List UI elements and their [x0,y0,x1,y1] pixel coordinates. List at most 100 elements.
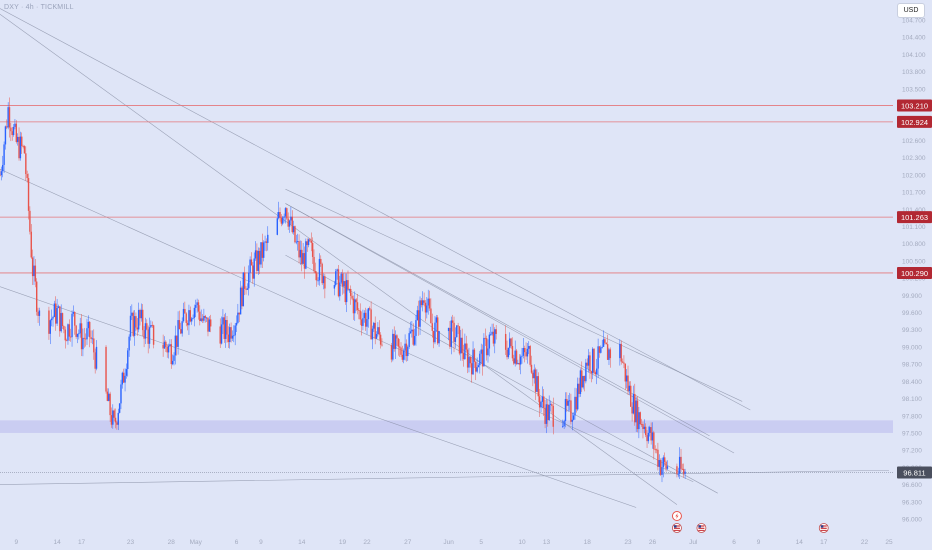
candle-body [597,346,599,369]
candle-body [0,174,1,176]
candle-body [666,466,669,469]
candle-body [540,401,542,408]
candle-body [292,226,295,233]
candle-body [241,287,243,307]
candle-body [473,349,476,362]
candle-body [511,345,514,359]
candle-body [219,326,221,344]
candle-body [450,320,452,347]
candle-body [585,362,587,382]
candle-body [76,333,79,337]
candle-body [582,375,584,388]
candle-body [184,308,186,314]
candle-body [201,318,204,321]
candle-body [586,362,588,366]
current-price-label: 96.811 [903,468,925,477]
candle-body [510,338,512,346]
candle-body [4,126,7,145]
candle-body [422,300,424,306]
candle-body [451,320,454,323]
time-tick-label: 22 [363,539,371,546]
time-tick-label: 18 [584,539,592,546]
time-tick-label: 17 [78,539,86,546]
candle-body [136,327,138,330]
candle-body [322,276,325,284]
candle-body [634,393,636,423]
candle-body [548,404,550,421]
candle-body [31,257,34,277]
candle-body [343,281,345,287]
candle-body [250,259,253,266]
candle-body [26,174,28,179]
candle-body [2,164,4,172]
candle-body [121,372,124,385]
candle-body [412,329,414,345]
candle-body [182,308,185,322]
price-tick-label: 98.700 [902,362,922,369]
candle-body [61,313,64,327]
candle-body [589,355,591,372]
candle-body [263,242,265,258]
candle-body [428,298,431,309]
time-tick-label: 14 [298,539,306,546]
candle-body [378,327,380,335]
candle-body [185,313,187,323]
candle-body [25,153,27,175]
candle-body [48,310,50,334]
candle-body [570,400,572,422]
time-tick-label: 23 [127,539,135,546]
price-tick-label: 99.300 [902,327,922,334]
candle-body [150,325,152,328]
currency-button[interactable]: USD [897,3,925,18]
us-flag-icon-stripe [673,525,680,527]
candle-body [265,241,268,243]
candle-body [199,311,201,321]
candle-body [87,321,90,329]
level-price-label: 100.290 [901,269,928,278]
horizontal-levels [0,105,893,473]
candle-body [635,400,637,423]
candle-body [14,123,16,127]
candle-body [466,349,469,368]
candle-body [208,319,211,332]
time-tick-label: 25 [885,539,893,546]
candle-body [261,242,264,258]
candle-body [253,258,255,279]
candle-body [264,241,266,243]
candle-body [351,295,353,299]
trend-line [285,203,710,437]
candle-body [339,282,341,297]
candle-body [401,354,404,360]
candle-body [601,346,603,348]
candle-body [152,325,155,345]
candle-body [127,350,129,370]
candle-body [60,313,62,332]
candle-body [197,302,200,312]
trend-line [0,286,637,508]
candle-body [678,456,681,474]
candle-body [370,309,372,340]
candle-body [665,461,667,469]
candle-body [299,249,302,258]
candle-body [147,329,149,344]
candle-body [639,412,641,425]
candle-body [420,300,423,306]
us-flag-icon-canton [820,525,824,528]
price-tick-label: 96.000 [902,517,922,524]
price-tick-label: 102.300 [902,155,926,162]
candle-body [230,327,232,339]
candle-body [509,338,511,348]
candle-body [514,350,516,364]
candle-body [3,144,5,165]
price-tick-label: 104.400 [902,35,926,42]
candle-body [476,367,478,372]
candle-body [186,322,189,326]
candle-body [344,281,346,303]
candle-body [350,288,352,296]
candle-body [133,316,136,336]
candle-body [394,335,397,349]
candle-body [431,323,433,331]
